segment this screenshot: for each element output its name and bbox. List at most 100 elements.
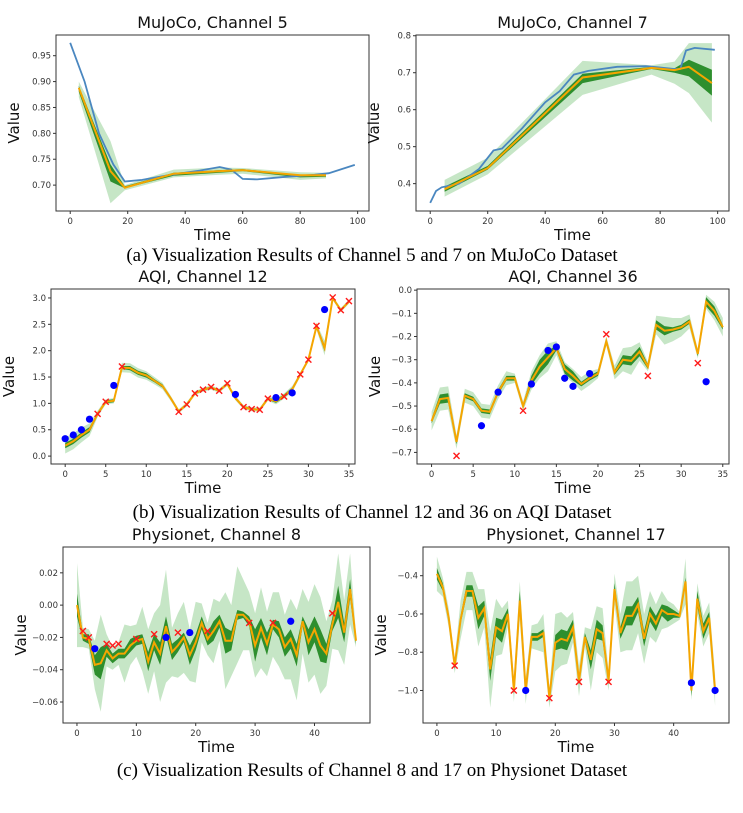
observed-point: [110, 381, 118, 390]
target-point: [451, 662, 459, 670]
target-point: [519, 407, 527, 415]
target-point: [175, 408, 183, 416]
x-tick-label: 35: [717, 470, 728, 480]
axes-frame: [415, 34, 730, 212]
target-point: [191, 389, 199, 397]
y-tick-label: 0.00: [39, 601, 58, 611]
y-axis-label: Value: [366, 356, 384, 397]
y-tick-label: 0.6: [397, 106, 411, 116]
chart-3: 0 5 10 15 20 25 30 35 0.0 0.5 1.0 1.5 2.0 2.5 3.0 AQI, …: [0, 267, 356, 497]
inner-uncertainty-band: [65, 296, 349, 449]
target-point: [575, 678, 583, 686]
x-tick-label: 100: [710, 217, 726, 227]
observed-point: [569, 382, 577, 390]
y-tick-label: 0.70: [32, 181, 51, 191]
observed-point: [494, 388, 502, 396]
target-point: [605, 678, 613, 686]
observed-point: [586, 370, 594, 378]
observed-point: [91, 645, 99, 653]
target-point: [694, 359, 702, 367]
caption-b: (b) Visualization Results of Channel 12 …: [133, 502, 612, 523]
x-tick-label: 25: [634, 470, 645, 480]
observed-point: [287, 617, 295, 625]
y-tick-label: −0.4: [397, 572, 418, 582]
target-point: [103, 640, 111, 648]
observed-point: [321, 305, 329, 314]
observed-point: [711, 686, 719, 695]
observed-point: [77, 426, 85, 434]
target-point: [118, 362, 126, 370]
chart-title: MuJoCo, Channel 5: [137, 13, 288, 32]
x-tick-label: 30: [303, 470, 314, 480]
y-axis-label: Value: [12, 614, 30, 655]
y-tick-label: −0.1: [391, 309, 412, 319]
observed-point: [552, 343, 560, 351]
caption-a: (a) Visualization Results of Channel 5 a…: [126, 245, 618, 266]
target-point: [115, 640, 123, 648]
axes-frame: [55, 34, 370, 212]
y-tick-label: 0.4: [397, 180, 411, 190]
y-tick-label: −0.6: [397, 610, 418, 620]
x-tick-label: 40: [668, 729, 679, 739]
target-point: [240, 403, 248, 411]
x-tick-label: 10: [141, 470, 152, 480]
x-tick-label: 0: [74, 729, 79, 739]
x-tick-label: 20: [190, 729, 201, 739]
target-point: [602, 330, 610, 338]
x-axis-label: Time: [553, 226, 591, 244]
y-tick-label: 0.80: [32, 129, 51, 139]
target-point: [215, 387, 223, 395]
target-point: [337, 306, 345, 314]
y-axis-label: Value: [365, 102, 383, 143]
x-tick-label: 20: [482, 217, 493, 227]
target-point: [85, 633, 93, 641]
median-line: [64, 295, 350, 447]
y-tick-label: 3.0: [32, 294, 46, 304]
target-point: [329, 293, 337, 301]
y-tick-label: −0.2: [391, 333, 412, 343]
x-tick-label: 0: [428, 217, 433, 227]
observed-point: [687, 679, 696, 687]
outer-uncertainty-band: [444, 43, 712, 197]
target-point: [345, 297, 353, 305]
x-tick-label: 80: [295, 217, 306, 227]
x-tick-label: 100: [350, 217, 366, 227]
x-tick-label: 0: [62, 470, 67, 480]
observed-point: [231, 390, 240, 399]
y-tick-label: 0.5: [397, 143, 411, 153]
outer-uncertainty-band: [436, 556, 716, 708]
target-point: [248, 405, 256, 413]
y-axis-label: Value: [0, 356, 18, 397]
axes-frame: [422, 546, 730, 724]
observed-point: [544, 346, 552, 355]
x-tick-label: 20: [122, 217, 133, 227]
x-tick-label: 15: [181, 470, 192, 480]
median-line: [444, 65, 713, 191]
y-tick-label: 0.02: [39, 569, 58, 579]
target-point: [94, 410, 102, 418]
y-tick-label: −1.0: [397, 686, 418, 696]
x-tick-label: 35: [344, 470, 355, 480]
y-tick-label: 0.7: [397, 69, 411, 79]
x-tick-label: 40: [309, 729, 320, 739]
median-line: [77, 87, 326, 189]
observed-point: [272, 393, 280, 402]
target-point: [204, 627, 212, 635]
target-point: [256, 406, 264, 414]
x-tick-label: 40: [180, 217, 191, 227]
y-tick-label: 2.5: [32, 320, 46, 330]
x-tick-label: 5: [103, 470, 108, 480]
target-point: [79, 627, 87, 635]
y-tick-label: −0.6: [391, 425, 412, 435]
target-point: [304, 356, 312, 364]
y-tick-label: 0.5: [32, 426, 46, 436]
target-point: [510, 686, 518, 694]
target-point: [269, 619, 277, 627]
chart-title: AQI, Channel 36: [508, 267, 637, 286]
y-tick-label: 0.90: [32, 78, 51, 88]
x-tick-label: 15: [551, 470, 562, 480]
target-point: [328, 609, 336, 617]
chart-title: Physionet, Channel 8: [132, 525, 301, 544]
target-point: [223, 379, 231, 387]
